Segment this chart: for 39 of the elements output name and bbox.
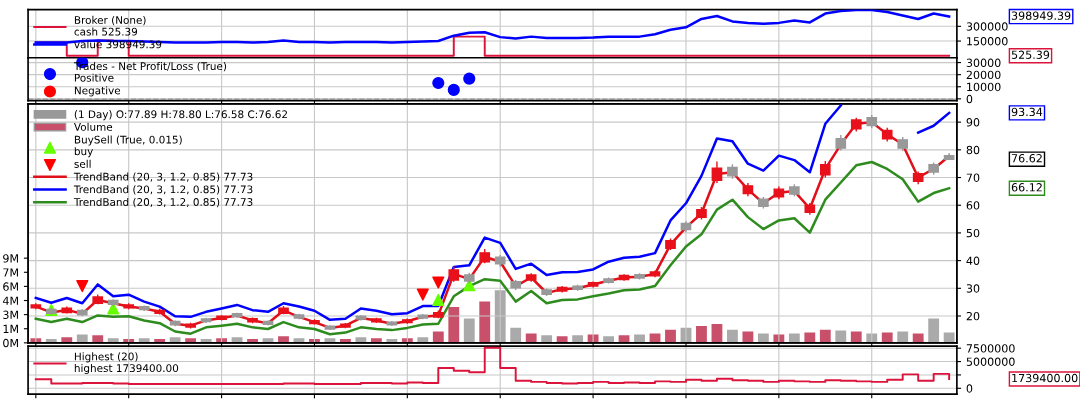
text: 525.39 — [1011, 50, 1050, 59]
text: 398949.39 — [1011, 11, 1071, 20]
y-tick-label: 90 — [966, 118, 980, 127]
y2-tick-label: 7M — [3, 268, 18, 277]
y2-tick-label: 0M — [3, 338, 18, 348]
y2-tick-label: 4M — [2, 296, 18, 305]
legend-label: sell — [74, 159, 91, 168]
y-tick-label: 0 — [966, 94, 973, 104]
y-tick-label: 20000 — [966, 70, 1001, 80]
y-tick-label: 300000 — [966, 22, 1008, 31]
y-tick-label: 60 — [966, 201, 980, 210]
y-tick-label: 40 — [966, 256, 980, 265]
y2-tick-label: 1M — [3, 324, 18, 333]
y-tick-label: 50 — [966, 228, 980, 238]
y2-tick-label: 6M — [3, 282, 18, 291]
y-tick-label: 80 — [966, 145, 980, 155]
legend-label: (1 Day) O:77.89 H:78.80 L:76.58 C:76.62 — [74, 110, 287, 121]
legend-label: Negative — [74, 86, 121, 97]
legend-label: TrendBand (20, 3, 1.2, 0.85) 77.73 — [73, 185, 253, 195]
y-tick-label: 30 — [966, 284, 980, 293]
y2-tick-label: 3M — [3, 310, 18, 320]
legend-label: Trades - Net Profit/Loss (True) Positive — [73, 61, 227, 82]
y-tick-label: 0 — [966, 384, 973, 393]
y-tick-label: 150000 — [967, 37, 1008, 46]
y-tick-label: 5000000 — [966, 357, 1015, 366]
text: 66.12 — [1011, 183, 1042, 192]
legend-label: Highest (20) highest 1739400.00 — [74, 352, 179, 375]
y-tick-label: 30000 — [966, 58, 1001, 67]
text: 93.34 — [1011, 107, 1043, 117]
y-tick-label: 70 — [966, 173, 980, 182]
y-tick-label: 7500000 — [966, 344, 1015, 353]
y-tick-label: 20 — [966, 311, 980, 321]
legend-label: TrendBand (20, 3, 1.2, 0.85) 77.73 — [73, 172, 253, 182]
y2-tick-label: 9M — [3, 254, 18, 263]
text: 76.62 — [1011, 154, 1042, 163]
y-tick-label: 10000 — [967, 82, 1001, 92]
text: 1739400.00 — [1012, 373, 1078, 383]
legend-label: TrendBand (20, 3, 1.2, 0.85) 77.73 — [73, 197, 253, 208]
legend-label: Volume — [73, 122, 113, 131]
